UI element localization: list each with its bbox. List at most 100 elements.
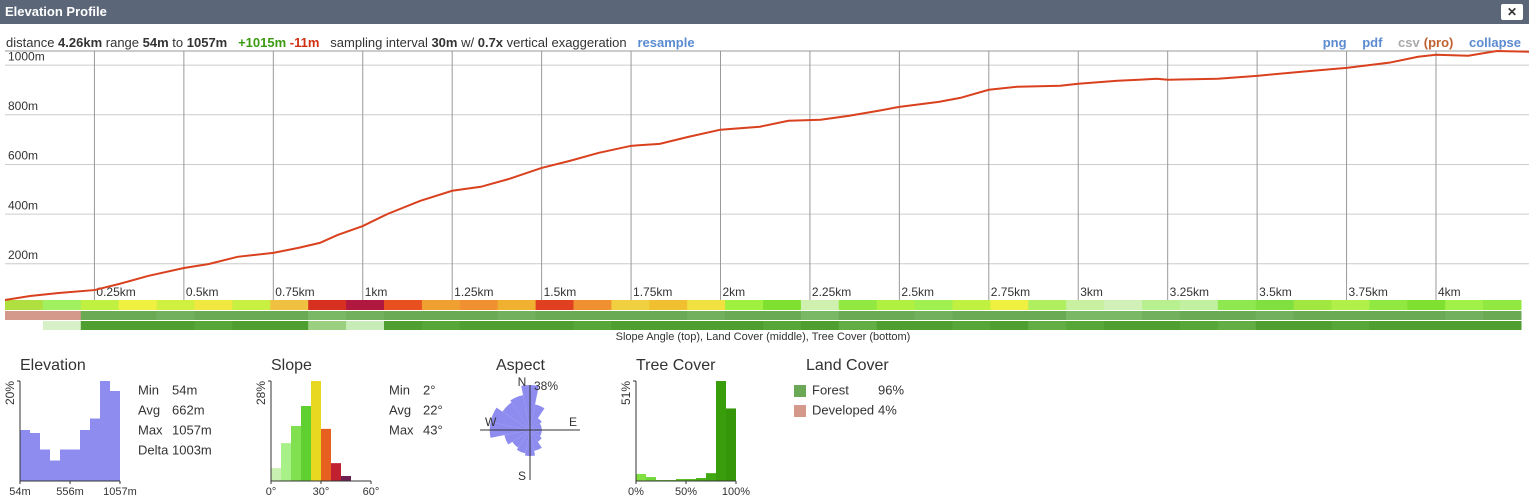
legend-label: Developed xyxy=(812,402,874,417)
r-tick-label: 38% xyxy=(534,379,558,393)
bar xyxy=(100,381,110,481)
pdf-link[interactable]: pdf xyxy=(1362,35,1383,50)
rose-petal xyxy=(504,430,530,445)
bar xyxy=(341,476,351,481)
strip-cell xyxy=(270,321,309,330)
strip-cell xyxy=(952,311,991,320)
label: w/ xyxy=(461,35,475,50)
bar xyxy=(20,430,30,481)
strip-cell xyxy=(611,321,650,330)
strip-cell xyxy=(5,321,44,330)
strip-cell xyxy=(459,321,499,330)
strip-cell xyxy=(838,300,878,310)
x-tick-label: 1km xyxy=(365,285,388,299)
strip-cell xyxy=(1104,321,1143,330)
gain: +1015m xyxy=(238,35,287,50)
strip-cell xyxy=(1331,300,1370,310)
close-button[interactable]: ✕ xyxy=(1501,4,1523,20)
strip-cell xyxy=(232,300,271,310)
rose-petal xyxy=(512,430,530,448)
bar xyxy=(301,406,311,481)
rose-petal xyxy=(530,404,545,430)
strip-cell xyxy=(384,300,423,310)
value: 30m xyxy=(431,35,458,50)
x-tick-label: 3.75km xyxy=(1349,285,1388,299)
strip-cell xyxy=(535,300,574,310)
strip-cell xyxy=(573,321,612,330)
bar xyxy=(40,449,50,481)
strip-cell xyxy=(384,321,423,330)
direction-label: E xyxy=(569,415,577,429)
loss: -11m xyxy=(289,35,320,50)
strip-cell xyxy=(1483,321,1522,330)
strip-cell xyxy=(725,321,764,330)
strip-cell xyxy=(573,311,612,320)
rose-petal xyxy=(530,430,542,451)
rose-petal xyxy=(516,430,530,454)
x-tick-label: 1.75km xyxy=(633,285,672,299)
value: 1057m xyxy=(186,35,228,50)
x-tick-label: 556m xyxy=(56,486,84,498)
x-tick-label: 3.25km xyxy=(1170,285,1209,299)
panel-title: Aspect xyxy=(496,357,545,374)
strip-cell xyxy=(270,311,309,320)
strip-cell xyxy=(800,321,840,330)
rose-petal xyxy=(530,430,542,437)
pro-badge: (pro) xyxy=(1423,35,1454,50)
strip-cell xyxy=(118,300,158,310)
strip-cell xyxy=(80,311,120,320)
strip-cell xyxy=(763,321,802,330)
strip-cell xyxy=(763,311,802,320)
strip-cell xyxy=(497,311,537,320)
rose-petal xyxy=(521,384,539,430)
png-link[interactable]: png xyxy=(1322,35,1347,50)
csv-link[interactable]: csv xyxy=(1398,35,1420,50)
strip-cell xyxy=(1217,300,1257,310)
strip-cell xyxy=(876,321,916,330)
stat-label: Max xyxy=(389,422,414,437)
stat-label: Avg xyxy=(138,402,160,417)
strip-cell xyxy=(1028,300,1067,310)
direction-label: N xyxy=(518,375,527,389)
strip-cell xyxy=(1445,321,1484,330)
strip-cell xyxy=(497,300,537,310)
x-tick-label: 3km xyxy=(1080,285,1103,299)
strip-cell xyxy=(421,311,461,320)
rose-petal xyxy=(502,402,530,430)
resample-link[interactable]: resample xyxy=(637,35,695,50)
x-tick-label: 1057m xyxy=(103,486,137,498)
stat-value: 662m xyxy=(172,402,205,417)
stat-value: 2° xyxy=(423,382,435,397)
strip-cell xyxy=(1407,321,1446,330)
strip-cell xyxy=(1028,311,1067,320)
stat-label: Min xyxy=(389,382,410,397)
rose-petal xyxy=(489,422,530,438)
value: 0.7x xyxy=(477,35,504,50)
y-tick-label: 600m xyxy=(8,149,38,163)
strip-cell xyxy=(5,311,44,320)
x-tick-label: 0.75km xyxy=(275,285,314,299)
bar xyxy=(70,449,80,481)
strip-cell xyxy=(1331,321,1370,330)
strip-cell xyxy=(1369,300,1408,310)
strip-cell xyxy=(232,311,271,320)
strip-cell xyxy=(1179,311,1219,320)
x-tick-label: 2km xyxy=(722,285,745,299)
y-tick-label: 400m xyxy=(8,198,38,212)
strip-cell xyxy=(649,311,688,320)
strip-cell xyxy=(156,300,195,310)
stat-value: 43° xyxy=(423,422,443,437)
strip-caption: Slope Angle (top), Land Cover (middle), … xyxy=(616,331,911,343)
strip-cell xyxy=(194,311,233,320)
strip-cell xyxy=(5,300,44,310)
rose-petal xyxy=(530,430,542,442)
x-tick-label: 0.5km xyxy=(186,285,219,299)
x-tick-label: 50% xyxy=(675,486,697,498)
strip-cell xyxy=(459,300,499,310)
stat-label: Min xyxy=(138,382,159,397)
collapse-link[interactable]: collapse xyxy=(1468,35,1521,50)
label: vertical exaggeration xyxy=(506,35,627,50)
value: 54m xyxy=(142,35,169,50)
strip-cell xyxy=(838,311,878,320)
